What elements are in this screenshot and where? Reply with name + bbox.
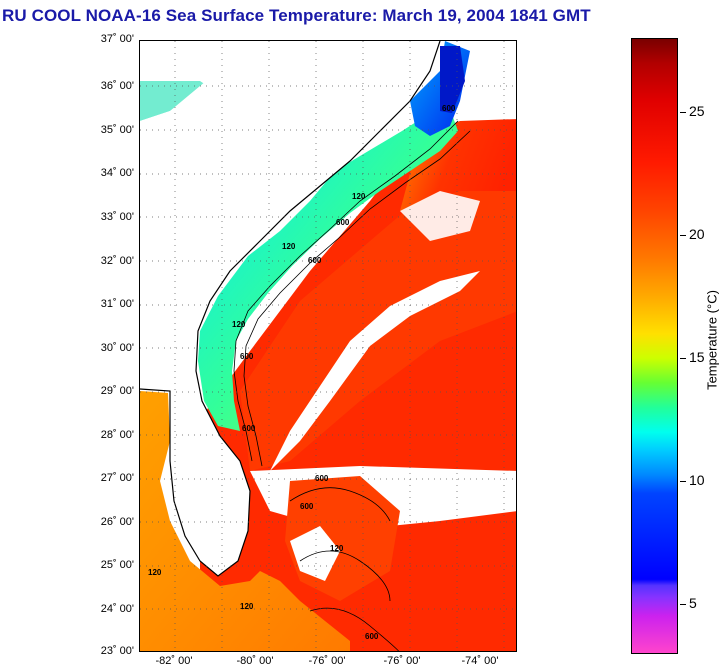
- lat-label: 33˚ 00': [100, 211, 134, 223]
- graticule: [140, 41, 516, 651]
- contour-label: 120: [232, 320, 246, 329]
- contour-label: 600: [308, 256, 322, 265]
- lon-label: -76˚ 00': [308, 655, 346, 667]
- atlantic-coastline: [140, 41, 441, 577]
- lat-label: 25˚ 00': [100, 559, 134, 571]
- lat-label: 32˚ 00': [100, 255, 134, 267]
- lat-label: 24˚ 00': [100, 603, 134, 615]
- colorbar-label: 10: [689, 472, 705, 488]
- contour-label: 600: [315, 474, 329, 483]
- contour-label: 600: [442, 104, 456, 113]
- lat-label: 28˚ 00': [100, 429, 134, 441]
- sst-map: 600 120 600 120 600 120 600 600 600 120 …: [139, 40, 517, 652]
- colorbar-tick: [680, 604, 686, 605]
- lat-label: 26˚ 00': [100, 516, 134, 528]
- cloud-streak: [270, 271, 480, 471]
- isobath-600: [243, 130, 471, 467]
- lat-label: 34˚ 00': [100, 167, 134, 179]
- lon-label: -76˚ 00': [383, 655, 421, 667]
- lat-label: 35˚ 00': [100, 124, 134, 136]
- lat-label: 23˚ 00': [100, 645, 134, 657]
- colorbar-tick: [680, 112, 686, 113]
- contour-label: 600: [242, 424, 256, 433]
- contour-label: 600: [336, 218, 350, 227]
- colorbar-label: 5: [689, 595, 697, 611]
- colorbar-label: 20: [689, 226, 705, 242]
- colorbar-label: 25: [689, 103, 705, 119]
- colorbar-tick: [680, 235, 686, 236]
- colorbar-tick: [680, 481, 686, 482]
- contour-label: 120: [148, 568, 162, 577]
- isobath-120: [233, 120, 459, 462]
- contour-label: 120: [330, 544, 344, 553]
- nc-sound: [440, 46, 465, 113]
- shelf-water: [198, 109, 458, 431]
- contour-label: 600: [365, 632, 379, 641]
- colorbar-label: 15: [689, 349, 705, 365]
- lat-label: 29˚ 00': [100, 385, 134, 397]
- bahamas-contours: [289, 487, 400, 651]
- cloud-patch-east: [400, 191, 480, 241]
- contour-label: 120: [352, 192, 366, 201]
- lon-label: -74˚ 00': [461, 655, 499, 667]
- contour-label: 120: [240, 602, 254, 611]
- southeast-land: [140, 41, 440, 576]
- contour-label: 600: [300, 502, 314, 511]
- lon-label: -80˚ 00': [236, 655, 274, 667]
- temperature-colorbar: [631, 38, 678, 654]
- map-title: RU COOL NOAA-16 Sea Surface Temperature:…: [2, 6, 591, 25]
- sst-map-canvas: 600 120 600 120 600 120 600 600 600 120 …: [140, 41, 516, 651]
- contour-label: 120: [282, 242, 296, 251]
- colorbar-title: Temperature (°C): [704, 290, 720, 390]
- gulf-water: [140, 391, 350, 651]
- lon-label: -82˚ 00': [155, 655, 193, 667]
- colorbar-tick: [680, 358, 686, 359]
- lat-label: 37˚ 00': [100, 33, 134, 45]
- contour-label: 600: [240, 352, 254, 361]
- lat-label: 30˚ 00': [100, 342, 134, 354]
- lat-label: 36˚ 00': [100, 80, 134, 92]
- lat-label: 31˚ 00': [100, 298, 134, 310]
- lat-label: 27˚ 00': [100, 472, 134, 484]
